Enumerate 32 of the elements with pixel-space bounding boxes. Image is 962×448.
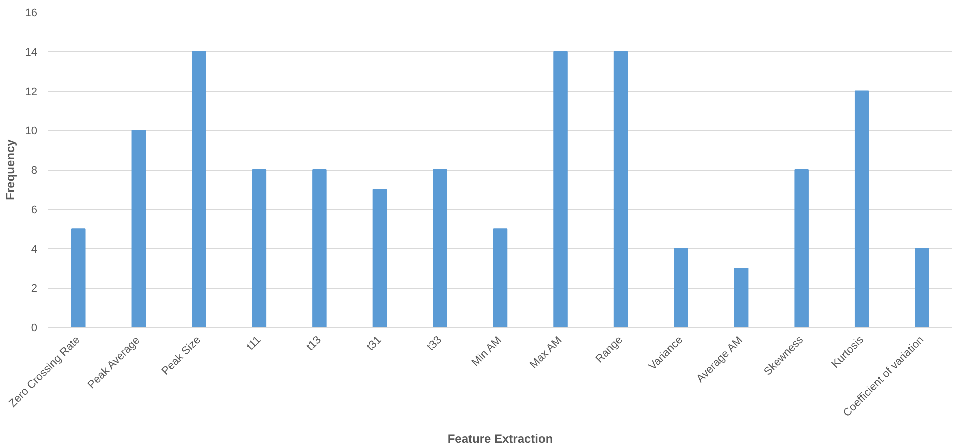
bar bbox=[312, 170, 327, 328]
bar bbox=[493, 228, 508, 328]
bar bbox=[252, 170, 267, 328]
y-axis-title: Frequency bbox=[3, 139, 18, 200]
bar bbox=[794, 170, 809, 328]
y-tick-label: 16 bbox=[25, 8, 38, 20]
bar bbox=[554, 51, 568, 328]
x-tick-label: t33 bbox=[425, 334, 444, 354]
y-tick-label: 8 bbox=[31, 165, 38, 177]
y-tick-label: 4 bbox=[31, 244, 38, 256]
bar bbox=[734, 268, 749, 328]
bar bbox=[614, 51, 628, 328]
x-tick-label: Max AM bbox=[528, 334, 565, 372]
x-tick-label: t11 bbox=[244, 334, 264, 353]
x-tick-label: Min AM bbox=[470, 334, 504, 370]
x-tick-label: t13 bbox=[304, 334, 324, 354]
bar bbox=[433, 170, 448, 328]
y-tick-label: 14 bbox=[25, 46, 38, 59]
bar bbox=[372, 189, 388, 328]
x-tick-label: t31 bbox=[364, 334, 384, 354]
y-tick-label: 12 bbox=[25, 86, 38, 98]
y-tick-label: 2 bbox=[31, 283, 38, 296]
bar bbox=[674, 248, 688, 328]
bar bbox=[915, 248, 930, 328]
y-tick-label: 6 bbox=[31, 204, 38, 216]
y-tick-label: 0 bbox=[31, 322, 38, 334]
y-tick-label: 10 bbox=[25, 126, 38, 138]
x-axis-title: Feature Extraction bbox=[448, 432, 554, 446]
bar bbox=[192, 51, 206, 328]
bar bbox=[72, 228, 86, 328]
bar bbox=[854, 90, 870, 328]
bar bbox=[132, 130, 146, 328]
